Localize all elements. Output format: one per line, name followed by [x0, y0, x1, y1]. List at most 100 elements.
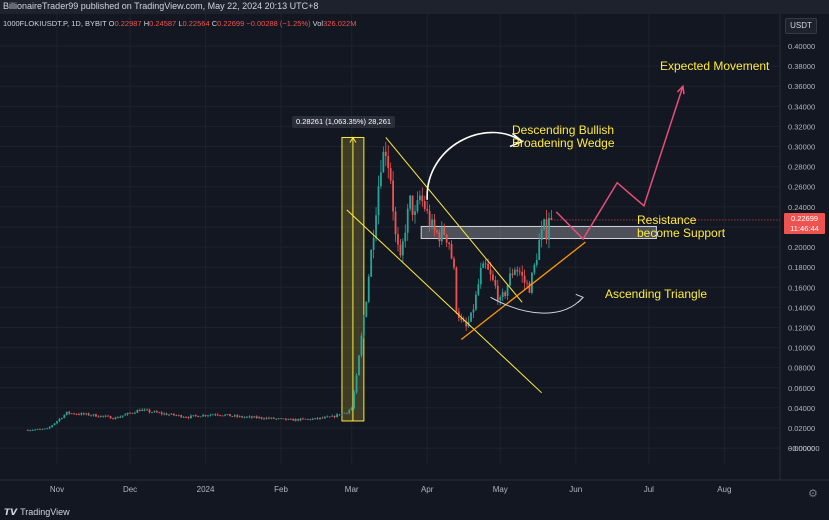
- candle: [404, 224, 407, 248]
- candle-body: [187, 417, 190, 419]
- candle-body: [194, 415, 197, 417]
- candle: [258, 415, 261, 420]
- candle-body: [418, 195, 421, 201]
- candle-body: [506, 285, 509, 296]
- candle: [236, 414, 239, 419]
- y-tick-label: 0.12000: [788, 323, 815, 332]
- candle: [246, 415, 248, 419]
- candle-body: [87, 413, 90, 416]
- candle: [112, 417, 114, 420]
- candle: [499, 295, 502, 306]
- candle: [214, 413, 217, 417]
- candle: [233, 414, 236, 418]
- tradingview-logo[interactable]: 𝙏𝙑 TradingView: [4, 507, 70, 518]
- candle-body: [365, 301, 368, 317]
- candle: [73, 412, 75, 415]
- candle-body: [204, 415, 207, 416]
- candle-body: [253, 416, 256, 418]
- candle-body: [453, 258, 455, 268]
- candle: [326, 415, 329, 418]
- publish-header-text: BillionaireTrader99 published on Trading…: [3, 1, 319, 11]
- gear-icon[interactable]: ⚙: [808, 488, 818, 500]
- candle: [406, 203, 409, 241]
- candle: [343, 412, 346, 414]
- y-tick-label: 0.06000: [788, 384, 815, 393]
- candle-body: [311, 418, 314, 420]
- candle-body: [350, 407, 353, 410]
- candle: [75, 413, 78, 416]
- candle: [97, 415, 100, 418]
- candle: [56, 420, 58, 425]
- candle: [158, 411, 161, 414]
- candle-body: [190, 415, 192, 418]
- candle: [302, 417, 304, 420]
- candle: [338, 414, 341, 416]
- candle-body: [367, 276, 370, 302]
- x-tick-label: Nov: [50, 485, 64, 494]
- candle: [43, 428, 46, 430]
- y-tick-label: 0.04000: [788, 404, 815, 413]
- candle-body: [48, 426, 51, 429]
- candle: [267, 416, 270, 420]
- y-tick-label: 0.14000: [788, 303, 815, 312]
- candle: [143, 408, 146, 412]
- y-tick-label: 0.02000: [788, 424, 815, 433]
- currency-button[interactable]: USDT: [785, 18, 817, 34]
- candle-body: [348, 409, 351, 414]
- candle: [299, 417, 302, 422]
- candle-body: [207, 415, 209, 417]
- candle: [153, 410, 156, 413]
- candle-body: [375, 215, 377, 238]
- candle: [231, 416, 234, 417]
- y-tick-label: 0.38000: [788, 62, 815, 71]
- candle: [375, 207, 377, 242]
- candle-body: [292, 418, 295, 421]
- candle-body: [545, 219, 548, 240]
- candle-body: [209, 414, 212, 416]
- candle: [377, 175, 380, 225]
- candle: [316, 417, 319, 420]
- candle-body: [126, 412, 129, 415]
- candle: [443, 223, 446, 236]
- ascending-support-line: [460, 241, 586, 341]
- candle: [545, 209, 548, 245]
- candle-body: [104, 415, 107, 417]
- candle: [207, 414, 209, 418]
- candle-body: [138, 410, 141, 412]
- candle-body: [360, 335, 363, 356]
- candle: [26, 429, 29, 431]
- price-chart[interactable]: 0.40000 0.38000 0.36000 0.34000 0.32000 0.300…: [0, 14, 829, 505]
- candle: [445, 234, 448, 248]
- triangle-pointer-arrowhead: [575, 293, 584, 303]
- candle: [48, 426, 51, 430]
- candle-body: [528, 282, 531, 293]
- candle-body: [509, 273, 511, 286]
- candle-body: [175, 415, 178, 417]
- x-tick-label: Aug: [717, 485, 731, 494]
- candle: [380, 159, 382, 189]
- candle: [163, 412, 166, 416]
- candle: [129, 411, 131, 414]
- candle: [472, 304, 475, 319]
- candle: [482, 261, 485, 269]
- candle: [255, 415, 258, 419]
- symbol-info: 1000FLOKIUSDT.P, 1D, BYBIT O0.22987 H0.2…: [3, 19, 356, 28]
- candle: [319, 417, 321, 421]
- candle-body: [90, 415, 92, 417]
- candle-body: [423, 201, 426, 210]
- candle: [185, 416, 187, 418]
- candle-body: [309, 419, 312, 420]
- candle-body: [409, 195, 412, 209]
- candle: [60, 417, 63, 420]
- candle-body: [496, 285, 499, 301]
- candle-body: [246, 416, 248, 418]
- candle: [518, 267, 521, 276]
- candle-body: [141, 409, 144, 412]
- y-tick-label: 0.08000: [788, 364, 815, 373]
- open-label: O: [108, 19, 115, 28]
- candle: [477, 278, 480, 297]
- close-value: 0.22699: [217, 19, 245, 28]
- wedge-pointer-arrow: [426, 131, 523, 200]
- candle: [467, 316, 470, 328]
- triangle-pointer-arrow: [490, 296, 584, 314]
